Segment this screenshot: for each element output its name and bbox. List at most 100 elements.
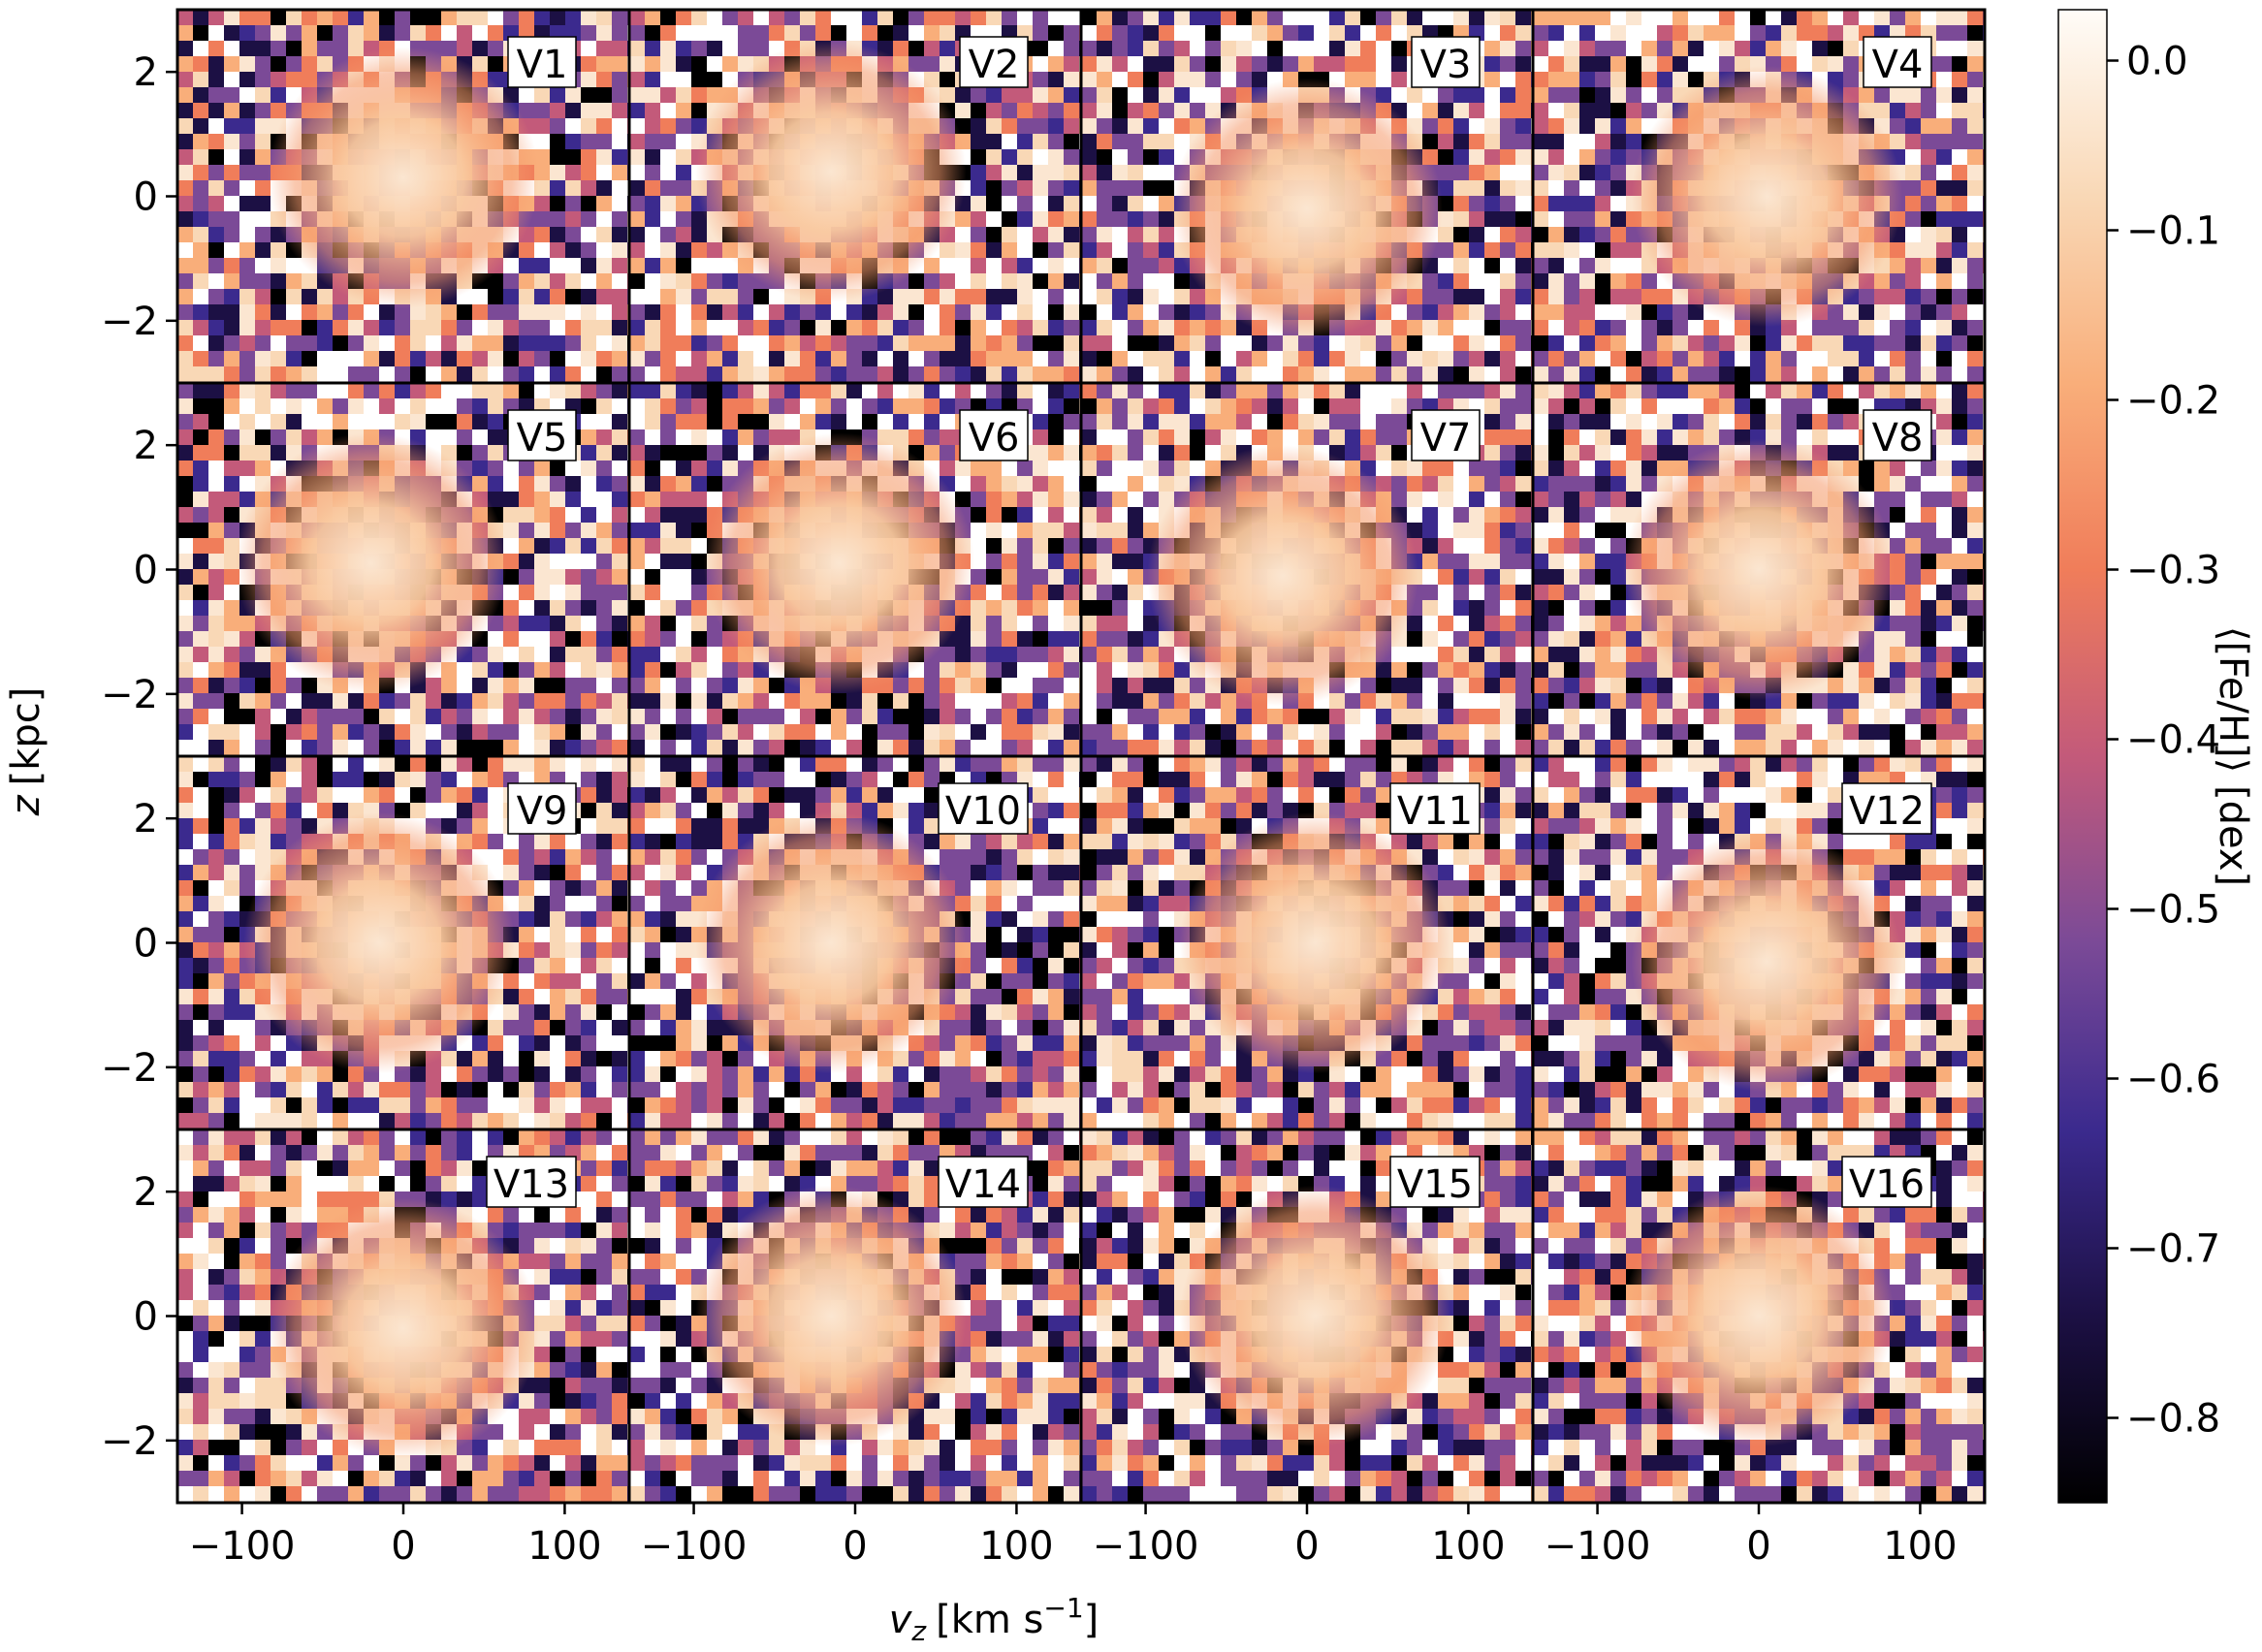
metal-rich-core [1631, 65, 1903, 328]
panel-label-V10: V10 [945, 789, 1021, 834]
axis-ticks: −2 0 2 −2 0 2 −2 0 2 −2 0 2 −100 0 100 −100 0 100 −100 0 100… [101, 50, 1958, 1569]
metal-rich-core [695, 1185, 967, 1447]
panel-label-box [959, 409, 1029, 461]
colorbar-tick-label: −0.5 [2126, 888, 2220, 933]
heatmap-panel-V13 [177, 1129, 629, 1503]
panel-label-V5: V5 [517, 416, 568, 461]
panel-label-box [486, 1156, 577, 1208]
x-axis-label-close: ] [1084, 1598, 1099, 1642]
x-axis-label-subscript: z [910, 1615, 927, 1647]
panel-label-box [1389, 782, 1481, 835]
panel-label-box [1841, 1156, 1932, 1208]
x-tick-label: 0 [1746, 1524, 1770, 1569]
colorbar-tick-label: −0.4 [2126, 718, 2220, 763]
panel-label-V14: V14 [945, 1162, 1021, 1207]
x-tick-label: −100 [189, 1524, 296, 1569]
metal-rich-core [1171, 78, 1443, 340]
colorbar-tick-label: −0.3 [2126, 549, 2220, 593]
x-tick-label: −100 [641, 1524, 748, 1569]
metal-rich-core [703, 432, 975, 694]
panel-label-V3: V3 [1420, 43, 1472, 87]
colorbar-tick-label: −0.8 [2126, 1397, 2220, 1442]
y-axis-label-symbol: z [4, 794, 48, 816]
colorbar-tick-label: 0.0 [2126, 40, 2188, 84]
heatmap-panel-V11 [1081, 756, 1533, 1129]
y-axis-label-unit: [kpc] [4, 687, 48, 786]
metal-rich-core [1179, 1185, 1451, 1447]
y-tick-label: −2 [101, 300, 158, 344]
colorbar-tick-label: −0.6 [2126, 1058, 2220, 1102]
panel-label-box [938, 782, 1029, 835]
panel-label-box [507, 36, 577, 88]
x-tick-label: 100 [1431, 1524, 1505, 1569]
panel-frames [175, 8, 1987, 1505]
y-tick-label: 2 [134, 424, 158, 468]
colorbar-label: ⟨[Fe/H]⟩ [dex] [2211, 626, 2255, 886]
metal-rich-core [1631, 831, 1903, 1093]
panel-label-box [1841, 782, 1932, 835]
panel-label-box [938, 1156, 1029, 1208]
panel-label-V13: V13 [494, 1162, 569, 1207]
colorbar: 0.0 −0.1 −0.2 −0.3 −0.4 −0.5 −0.6 −0.7 −0.8 [2057, 9, 2220, 1504]
panel-label-V7: V7 [1420, 416, 1472, 461]
panel-labels: V1 V2 V3 V4 V5 V6 V7 V8 V9 V10 V11 V12 V13 V14 V15 V16 [486, 36, 1932, 1208]
y-tick-label: 0 [134, 549, 158, 593]
y-tick-label: −2 [101, 1419, 158, 1464]
heatmap-panel-V8 [1533, 383, 1985, 756]
x-tick-label: 0 [1294, 1524, 1319, 1569]
x-tick-label: −100 [1093, 1524, 1199, 1569]
panel-label-V12: V12 [1849, 789, 1925, 834]
colorbar-tick-label: −0.1 [2126, 209, 2220, 254]
colorbar-tick-label: −0.2 [2126, 379, 2220, 424]
metal-rich-core [235, 432, 507, 694]
panel-label-box [1863, 409, 1932, 461]
metal-rich-core [268, 1197, 539, 1460]
panel-label-V8: V8 [1872, 416, 1924, 461]
metal-rich-core [695, 41, 967, 302]
panel-label-box [1411, 409, 1481, 461]
panel-label-V9: V9 [517, 789, 568, 834]
x-axis-label-symbol: v [889, 1598, 913, 1642]
colorbar-gradient [2057, 9, 2108, 1504]
heatmap-panel-V7 [1081, 383, 1533, 756]
panel-label-box [1411, 36, 1481, 88]
panel-label-V1: V1 [517, 43, 568, 87]
y-tick-label: 0 [134, 922, 158, 967]
y-tick-label: 0 [134, 175, 158, 220]
metal-rich-core [268, 47, 539, 308]
panel-label-box [507, 782, 577, 835]
panel-frame [1531, 1128, 1987, 1505]
panel-label-box [1863, 36, 1932, 88]
panel-label-V4: V4 [1872, 43, 1924, 87]
metal-rich-core [1623, 438, 1895, 701]
x-tick-label: 0 [391, 1524, 415, 1569]
panel-label-V16: V16 [1849, 1162, 1925, 1207]
y-tick-label: 2 [134, 797, 158, 842]
heatmap-panel-V3 [1081, 10, 1533, 383]
y-tick-label: 0 [134, 1295, 158, 1340]
x-axis-label-exponent: −1 [1043, 1592, 1083, 1624]
colorbar-tick-label: −0.7 [2126, 1227, 2220, 1272]
y-tick-label: 2 [134, 1170, 158, 1215]
x-tick-label: −100 [1545, 1524, 1651, 1569]
y-tick-label: 2 [134, 50, 158, 95]
heatmap-panel-V10 [629, 756, 1081, 1129]
panel-label-V15: V15 [1397, 1162, 1473, 1207]
panel-label-box [507, 409, 577, 461]
panel-label-V6: V6 [969, 416, 1020, 461]
panel-label-box [1389, 1156, 1481, 1208]
panel-label-V2: V2 [969, 43, 1020, 87]
panel-noise [629, 1129, 1081, 1503]
panel-label-V11: V11 [1397, 789, 1473, 834]
x-tick-label: 100 [979, 1524, 1053, 1569]
metal-rich-core [695, 811, 967, 1074]
colorbar-ticks: 0.0 −0.1 −0.2 −0.3 −0.4 −0.5 −0.6 −0.7 −0.8 [2107, 40, 2220, 1442]
heatmap-panel-V6 [629, 383, 1081, 756]
y-axis-label: z [kpc] [4, 687, 48, 817]
metal-rich-core [1147, 445, 1418, 707]
metal-rich-core [1623, 1185, 1895, 1447]
x-axis-label-unit: [km s [936, 1598, 1043, 1642]
metal-rich-core [1179, 811, 1451, 1074]
panel-label-box [959, 36, 1029, 88]
